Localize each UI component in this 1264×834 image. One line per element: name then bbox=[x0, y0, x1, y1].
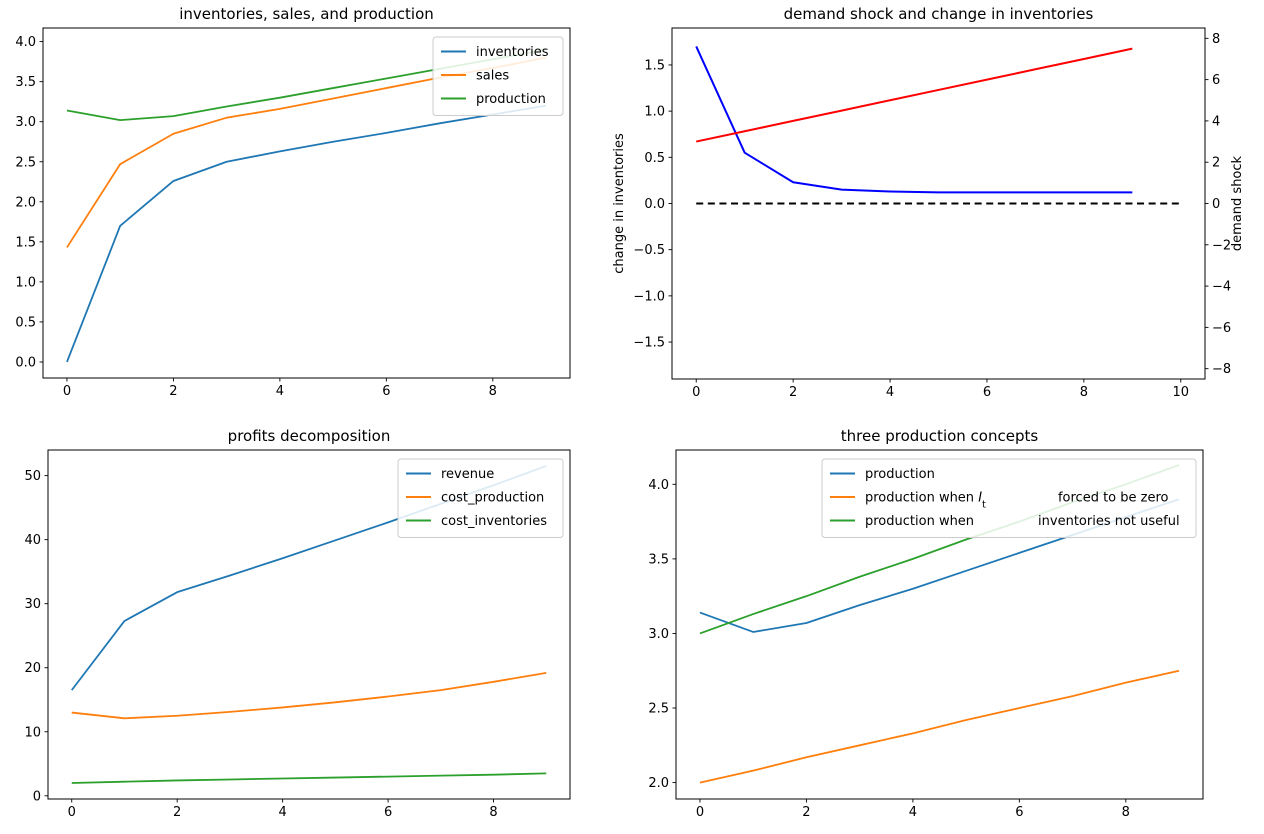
x-tick-label: 4 bbox=[886, 385, 894, 400]
y-tick-label: 1.5 bbox=[644, 58, 665, 73]
y-tick-label: 0.0 bbox=[15, 355, 36, 370]
x-tick-label: 2 bbox=[802, 805, 810, 820]
chart-title: three production concepts bbox=[841, 427, 1039, 445]
x-tick-label: 4 bbox=[909, 805, 917, 820]
x-tick-label: 8 bbox=[1122, 805, 1130, 820]
legend: revenue cost_production cost_inventories bbox=[397, 458, 564, 538]
y-tick-label-right: −4 bbox=[1212, 280, 1231, 295]
y-tick-label: 1.5 bbox=[15, 235, 36, 250]
y-tick-label: 4.0 bbox=[648, 478, 669, 493]
panel-three-production-concepts: 0 2 4 6 8 2.0 2.5 3.0 3.5 4.0 three production con… bbox=[648, 427, 1204, 820]
legend-label-production-when-it-forced-to-be-zero: production when It forced to be zero bbox=[865, 491, 1169, 511]
x-tick-label: 2 bbox=[173, 805, 181, 820]
y-tick-label: 2.0 bbox=[15, 195, 36, 210]
y-tick-label: −1.5 bbox=[633, 336, 665, 351]
x-tick-label: 4 bbox=[278, 805, 286, 820]
x-tick-label: 10 bbox=[1172, 385, 1189, 400]
legend-label-production: production bbox=[865, 467, 935, 482]
y-tick-label: 0.5 bbox=[15, 315, 36, 330]
series-line-inventories bbox=[66, 104, 547, 363]
legend-label-revenue: revenue bbox=[441, 467, 494, 482]
y-tick-label-right: −6 bbox=[1212, 321, 1231, 336]
series-line-demand-shock bbox=[696, 47, 1133, 143]
legend-box bbox=[397, 458, 564, 538]
y-tick-label: 2.5 bbox=[648, 702, 669, 717]
y-tick-label: 0.5 bbox=[644, 151, 665, 166]
series-line-production-when-it-forced-to-be-zero bbox=[699, 669, 1180, 784]
y-tick-label-right: 6 bbox=[1212, 73, 1220, 88]
x-tick-label: 0 bbox=[63, 384, 71, 399]
y-tick-label-right: 2 bbox=[1212, 156, 1220, 171]
axes-frame bbox=[47, 449, 571, 800]
panel-profits-decomposition: 0 2 4 6 8 0 10 20 30 40 50 profits decomposition rev… bbox=[24, 427, 571, 820]
x-tick-label: 8 bbox=[1080, 385, 1088, 400]
legend-label-inventories: inventories bbox=[476, 45, 549, 60]
x-tick-label: 4 bbox=[276, 384, 284, 399]
legend: inventories sales production bbox=[432, 36, 564, 116]
y-tick-label: −1.0 bbox=[633, 289, 665, 304]
series-line-cost-production bbox=[71, 671, 547, 720]
y-tick-label: 10 bbox=[24, 725, 41, 740]
y-tick-label: 2.0 bbox=[648, 776, 669, 791]
y-tick-label: 3.5 bbox=[648, 552, 669, 567]
chart-title: demand shock and change in inventories bbox=[784, 5, 1094, 23]
y-tick-label-right: 4 bbox=[1212, 114, 1220, 129]
x-tick-label: 2 bbox=[169, 384, 177, 399]
y-tick-label: 0 bbox=[33, 789, 41, 804]
y-tick-label: 30 bbox=[24, 597, 41, 612]
y-tick-label: 2.5 bbox=[15, 155, 36, 170]
y-tick-label: 3.0 bbox=[648, 627, 669, 642]
y-axis-label-right: demand shock bbox=[1230, 155, 1245, 251]
legend-label-sales: sales bbox=[476, 69, 509, 84]
y-tick-label: 1.0 bbox=[644, 105, 665, 120]
y-tick-label: 50 bbox=[24, 469, 41, 484]
x-tick-label: 6 bbox=[983, 385, 991, 400]
y-tick-label: 40 bbox=[24, 533, 41, 548]
legend-box bbox=[432, 36, 564, 116]
y-tick-label: −0.5 bbox=[633, 243, 665, 258]
chart-title: profits decomposition bbox=[228, 427, 391, 445]
axes-frame bbox=[671, 27, 1206, 380]
y-tick-label: 3.5 bbox=[15, 75, 36, 90]
y-axis-label-left: change in inventories bbox=[612, 133, 627, 274]
x-tick-label: 0 bbox=[692, 385, 700, 400]
axes-frame bbox=[42, 27, 571, 379]
y-tick-label: 0.0 bbox=[644, 197, 665, 212]
y-tick-label-right: −8 bbox=[1212, 362, 1231, 377]
legend-label-production: production bbox=[476, 92, 546, 107]
legend-label-cost-production: cost_production bbox=[441, 491, 544, 506]
y-tick-label: 20 bbox=[24, 661, 41, 676]
y-tick-label: 3.0 bbox=[15, 115, 36, 130]
x-tick-label: 0 bbox=[68, 805, 76, 820]
x-tick-label: 8 bbox=[489, 384, 497, 399]
y-tick-label-right: −2 bbox=[1212, 238, 1231, 253]
legend-box bbox=[821, 458, 1197, 538]
y-tick-label-right: 0 bbox=[1212, 197, 1220, 212]
axes-frame bbox=[675, 449, 1204, 800]
panel-inventories-sales-production: 0 2 4 6 8 0.0 0.5 1.0 1.5 2.0 2.5 3.0 3.5 4.0 inventor… bbox=[15, 5, 571, 399]
series-line-cost-inventories bbox=[71, 772, 547, 784]
y-tick-label: 1.0 bbox=[15, 275, 36, 290]
series-line-change-in-inventories bbox=[695, 46, 1133, 194]
x-tick-label: 6 bbox=[384, 805, 392, 820]
chart-title: inventories, sales, and production bbox=[179, 5, 434, 23]
x-tick-label: 2 bbox=[789, 385, 797, 400]
y-tick-label: 4.0 bbox=[15, 35, 36, 50]
legend-label-cost-inventories: cost_inventories bbox=[441, 514, 547, 529]
x-tick-label: 6 bbox=[1015, 805, 1023, 820]
panel-demand-shock-change-in-inventories: 0 2 4 6 8 10 −1.5 −1.0 −0.5 0.0 0.5 1.0 1.5 −8 −6 −4 −2 0… bbox=[612, 5, 1245, 400]
y-tick-label-right: 8 bbox=[1212, 32, 1220, 47]
legend: production production when It forced to be… bbox=[821, 458, 1197, 538]
x-tick-label: 6 bbox=[382, 384, 390, 399]
legend-label-production-when-inventories-not-useful: production when inventories not useful bbox=[865, 514, 1180, 529]
x-tick-label: 0 bbox=[696, 805, 704, 820]
x-tick-label: 8 bbox=[489, 805, 497, 820]
